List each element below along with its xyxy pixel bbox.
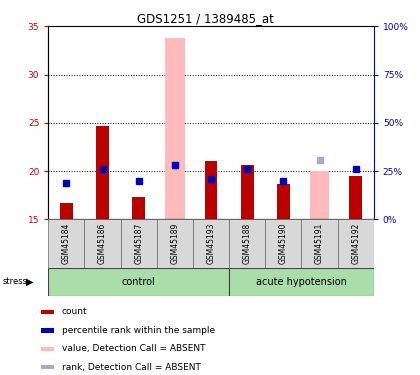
Bar bbox=[310, 171, 330, 219]
Bar bbox=[60, 203, 73, 219]
Bar bbox=[229, 268, 374, 296]
Text: GSM45191: GSM45191 bbox=[315, 223, 324, 264]
Bar bbox=[41, 328, 54, 333]
Bar bbox=[96, 126, 109, 219]
Text: value, Detection Call = ABSENT: value, Detection Call = ABSENT bbox=[62, 344, 205, 353]
Text: control: control bbox=[122, 277, 155, 287]
Bar bbox=[193, 219, 229, 268]
Text: percentile rank within the sample: percentile rank within the sample bbox=[62, 326, 215, 335]
Bar bbox=[165, 38, 185, 219]
Text: rank, Detection Call = ABSENT: rank, Detection Call = ABSENT bbox=[62, 363, 201, 372]
Text: GDS1251 / 1389485_at: GDS1251 / 1389485_at bbox=[137, 12, 274, 26]
Text: ▶: ▶ bbox=[26, 277, 34, 287]
Bar bbox=[41, 310, 54, 314]
Text: GSM45184: GSM45184 bbox=[62, 223, 71, 264]
Text: GSM45187: GSM45187 bbox=[134, 223, 143, 264]
Bar bbox=[265, 219, 302, 268]
Bar bbox=[349, 176, 362, 219]
Bar bbox=[121, 219, 157, 268]
Bar bbox=[241, 165, 254, 219]
Text: GSM45193: GSM45193 bbox=[207, 223, 215, 264]
Bar bbox=[205, 161, 218, 219]
Bar bbox=[338, 219, 374, 268]
Bar bbox=[157, 219, 193, 268]
Bar bbox=[84, 219, 121, 268]
Text: GSM45190: GSM45190 bbox=[279, 223, 288, 264]
Text: stress: stress bbox=[2, 278, 27, 286]
Bar bbox=[277, 184, 290, 219]
Text: GSM45189: GSM45189 bbox=[171, 223, 179, 264]
Text: GSM45188: GSM45188 bbox=[243, 223, 252, 264]
Text: acute hypotension: acute hypotension bbox=[256, 277, 347, 287]
Bar bbox=[41, 347, 54, 351]
Text: count: count bbox=[62, 308, 87, 316]
Text: GSM45186: GSM45186 bbox=[98, 223, 107, 264]
Bar bbox=[41, 365, 54, 369]
Bar bbox=[48, 268, 229, 296]
Bar bbox=[132, 197, 145, 219]
Bar bbox=[302, 219, 338, 268]
Text: GSM45192: GSM45192 bbox=[351, 223, 360, 264]
Bar bbox=[48, 219, 84, 268]
Bar bbox=[229, 219, 265, 268]
